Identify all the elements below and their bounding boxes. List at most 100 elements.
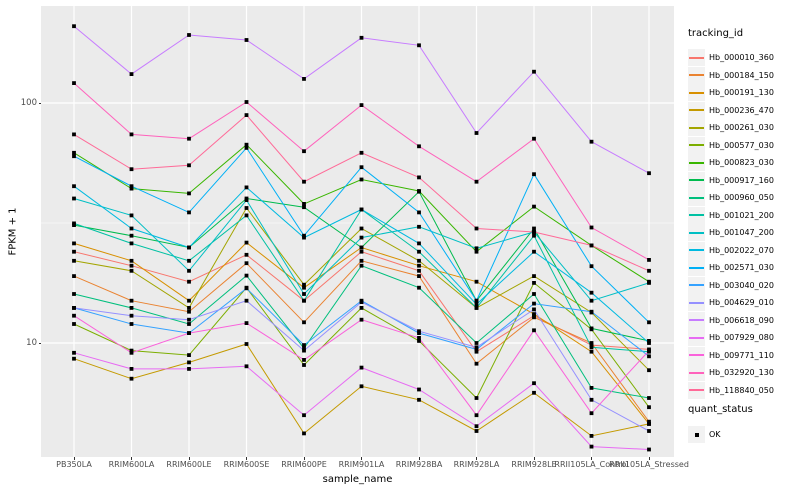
data-point: [417, 331, 421, 335]
data-point: [129, 167, 134, 172]
series-color-line-icon: [689, 301, 704, 304]
series-color-line-icon: [689, 389, 704, 391]
data-point: [129, 258, 134, 263]
data-point: [129, 226, 134, 231]
data-point: [72, 24, 76, 29]
data-point: [647, 447, 651, 452]
data-point: [187, 258, 191, 263]
data-point: [72, 292, 76, 296]
data-point: [532, 204, 536, 209]
data-point: [474, 298, 479, 303]
legend-item-label: Hb_002571_030: [709, 263, 774, 272]
data-point: [244, 261, 249, 266]
legend-item-label: Hb_003040_020: [709, 280, 774, 290]
data-point: [417, 339, 421, 343]
data-point: [72, 196, 76, 201]
data-point: [244, 364, 249, 369]
legend-key-swatch: [688, 241, 705, 259]
legend-key-swatch: [688, 66, 705, 84]
x-tick-label: RRIM600LA: [108, 460, 155, 469]
data-point: [129, 132, 134, 137]
data-point: [417, 189, 421, 194]
data-point: [302, 179, 306, 184]
legend-key-swatch: [688, 381, 705, 399]
data-point: [302, 282, 306, 287]
legend-item-label: Hb_000917_160: [709, 175, 774, 185]
data-point: [647, 419, 651, 424]
data-point: [532, 249, 536, 254]
plot-panel: [41, 6, 674, 457]
data-point: [647, 339, 651, 343]
legend-item-label: OK: [709, 430, 721, 439]
data-point: [474, 246, 479, 251]
legend-title-tracking-id: tracking_id: [688, 28, 744, 39]
legend-item-label: Hb_000960_050: [709, 193, 774, 202]
data-point: [417, 224, 421, 229]
x-tick-mark: [188, 457, 190, 460]
x-tick-label: RRII105LA_Stressed: [609, 460, 689, 469]
data-point: [187, 33, 191, 37]
data-point: [647, 341, 651, 345]
data-point: [532, 281, 536, 285]
data-point: [129, 186, 134, 191]
legend-item-label: Hb_001021_200: [709, 210, 774, 220]
legend-key-swatch: [688, 259, 705, 276]
data-point: [129, 241, 134, 246]
data-point: [244, 113, 249, 117]
series-color-line-icon: [689, 126, 704, 129]
legend-item-label: Hb_007929_080: [709, 333, 774, 342]
data-point: [187, 317, 191, 322]
data-point: [359, 384, 364, 389]
data-point: [474, 131, 479, 135]
legend-key-swatch: [688, 311, 705, 329]
series-color-line-icon: [689, 249, 704, 251]
data-point: [589, 309, 594, 314]
data-point: [72, 258, 76, 263]
data-point: [359, 235, 364, 240]
data-point: [244, 185, 249, 190]
data-point: [302, 285, 306, 290]
data-point: [474, 349, 479, 354]
data-point: [244, 240, 249, 245]
legend-key-swatch: [688, 224, 705, 241]
data-point: [187, 279, 191, 284]
data-point: [302, 348, 306, 353]
data-point: [532, 69, 536, 74]
data-point: [417, 387, 421, 392]
data-point: [72, 274, 76, 278]
x-tick-mark: [73, 457, 75, 460]
data-point: [589, 349, 594, 354]
legend-key-swatch: [688, 154, 705, 171]
data-point: [359, 103, 364, 107]
data-point: [302, 343, 306, 347]
x-tick-mark: [476, 457, 477, 460]
data-point: [244, 298, 249, 303]
legend-key-swatch: [688, 49, 705, 66]
data-point: [589, 345, 594, 350]
x-tick-mark: [418, 457, 420, 460]
y-tick-label: 10: [26, 337, 37, 348]
data-point: [589, 298, 594, 303]
data-point: [244, 146, 249, 150]
legend-item-label: Hb_004629_010: [709, 298, 774, 307]
data-point: [187, 367, 191, 371]
data-point: [187, 298, 191, 303]
data-point: [589, 434, 594, 438]
data-point: [187, 268, 191, 273]
data-point: [417, 263, 421, 268]
data-point: [129, 263, 134, 268]
legend-item-label: Hb_000823_030: [709, 158, 774, 167]
data-point: [244, 213, 249, 218]
data-point: [244, 252, 249, 257]
data-point: [72, 81, 76, 85]
series-color-line-icon: [689, 161, 704, 164]
data-point: [474, 396, 479, 400]
data-point: [359, 365, 364, 370]
x-tick-label: RRIM928LA: [453, 460, 500, 469]
data-point: [474, 226, 479, 231]
data-point: [302, 205, 306, 210]
data-point: [647, 429, 651, 433]
x-tick-label: RRIM600LE: [166, 460, 212, 469]
data-point: [417, 336, 421, 340]
